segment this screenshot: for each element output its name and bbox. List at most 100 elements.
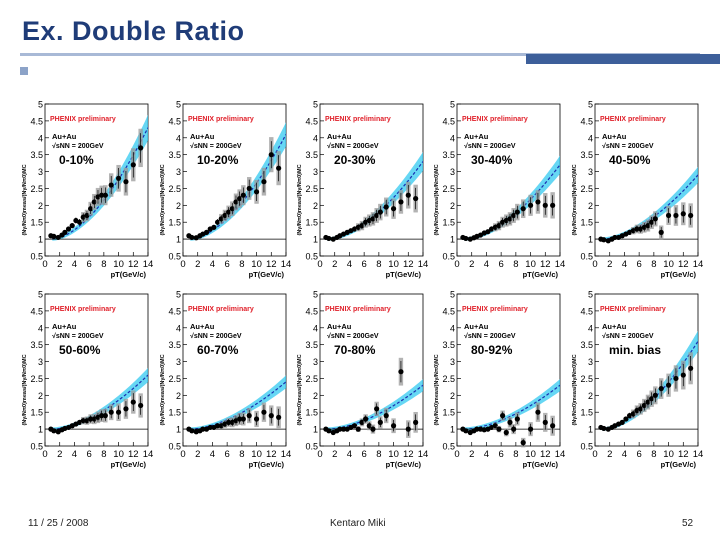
y-tick-label: 1 — [313, 235, 318, 245]
data-point — [619, 419, 625, 425]
data-point — [102, 413, 108, 419]
y-tick-label: 0.5 — [305, 252, 318, 262]
x-tick-label: 12 — [266, 259, 277, 270]
x-axis-label: pT(GeV/c) — [661, 460, 697, 469]
y-tick-label: 1.5 — [442, 408, 455, 418]
experiment-label: PHENIX preliminary — [600, 116, 666, 123]
data-point — [130, 399, 136, 405]
x-tick-label: 14 — [281, 259, 292, 270]
y-tick-label: 3.5 — [168, 150, 181, 160]
y-tick-label: 5 — [313, 100, 318, 110]
y-tick-label: 5 — [313, 290, 318, 300]
y-tick-label: 0.5 — [580, 252, 593, 262]
data-point — [203, 229, 210, 235]
y-tick-label: 4.5 — [580, 306, 593, 316]
data-point — [62, 229, 68, 235]
y-tick-label: 1.5 — [168, 218, 181, 228]
x-tick-label: 12 — [266, 449, 277, 460]
chart-panel-9: 0 2 4 6 8 10 12 140.511.522.533.544.55pT(GeV/c)… — [434, 290, 565, 470]
y-tick-label: 3.5 — [305, 340, 318, 350]
y-tick-label: 4.5 — [30, 306, 43, 316]
y-tick-label: 2 — [588, 391, 593, 401]
y-tick-label: 2 — [313, 201, 318, 211]
title-underline — [20, 53, 700, 56]
y-tick-label: 4.5 — [305, 116, 318, 126]
y-axis-label: (Nγ/Nπ0)meas/(Nγ/Nπ0)MC — [434, 164, 440, 235]
energy-label: √sNN = 200GeV — [52, 332, 104, 340]
y-tick-label: 2.5 — [580, 184, 593, 194]
data-point — [405, 192, 411, 198]
y-tick-label: 3.5 — [168, 340, 181, 350]
data-point — [246, 413, 252, 419]
x-tick-label: 10 — [663, 259, 674, 270]
y-tick-label: 4 — [313, 133, 318, 143]
data-point — [214, 219, 221, 225]
data-point — [665, 212, 672, 219]
data-point — [276, 414, 282, 420]
data-point — [658, 385, 664, 392]
data-point — [413, 419, 419, 425]
x-tick-label: 6 — [224, 449, 229, 460]
y-tick-label: 5 — [450, 290, 455, 300]
y-tick-label: 5 — [588, 100, 593, 110]
x-tick-label: 8 — [376, 259, 381, 270]
y-tick-label: 2 — [176, 391, 181, 401]
y-axis-label: (Nγ/Nπ0)meas/(Nγ/Nπ0)MC — [572, 164, 578, 235]
x-tick-label: 14 — [143, 449, 154, 460]
data-point — [351, 423, 358, 429]
x-tick-label: 12 — [403, 449, 414, 460]
x-tick-label: 0 — [454, 449, 459, 460]
data-point — [246, 185, 252, 192]
data-point — [268, 152, 274, 158]
data-point — [189, 234, 195, 241]
x-tick-label: 10 — [113, 449, 124, 460]
y-tick-label: 3 — [38, 357, 43, 367]
x-tick-label: 2 — [332, 449, 337, 460]
experiment-label: PHENIX preliminary — [462, 116, 528, 123]
data-point — [69, 223, 75, 229]
y-tick-label: 2.5 — [305, 374, 318, 384]
y-tick-label: 3.5 — [580, 340, 593, 350]
y-tick-label: 4.5 — [442, 306, 455, 316]
plot-frame — [44, 293, 149, 447]
experiment-label: PHENIX preliminary — [325, 116, 391, 123]
x-tick-label: 6 — [636, 259, 641, 270]
chart-panel-8: 0 2 4 6 8 10 12 140.511.522.533.544.55pT(GeV/c)… — [297, 290, 428, 470]
y-tick-label: 3 — [588, 167, 593, 177]
data-point — [601, 425, 607, 432]
x-tick-label: 0 — [180, 449, 185, 460]
data-point — [226, 419, 232, 425]
data-point — [542, 419, 548, 425]
data-point — [99, 413, 105, 419]
data-point — [91, 199, 97, 205]
data-point — [623, 416, 629, 422]
y-tick-label: 1 — [176, 235, 181, 245]
y-tick-label: 4 — [38, 133, 43, 143]
x-tick-label: 10 — [388, 259, 399, 270]
chart-panel-5: 0 2 4 6 8 10 12 140.511.522.533.544.55pT(GeV/c)… — [572, 100, 703, 280]
x-tick-label: 12 — [678, 259, 689, 270]
data-point — [630, 411, 636, 417]
data-point — [474, 426, 480, 432]
x-tick-label: 6 — [361, 449, 366, 460]
data-point — [527, 202, 534, 208]
y-tick-label: 2 — [313, 391, 318, 401]
data-point — [492, 423, 498, 429]
centrality-label: 40-50% — [609, 153, 651, 167]
data-point — [138, 402, 144, 409]
y-tick-label: 3 — [176, 167, 181, 177]
data-point — [65, 226, 72, 232]
y-tick-label: 1.5 — [305, 408, 318, 418]
x-tick-label: 10 — [525, 449, 536, 460]
y-tick-label: 1 — [38, 235, 43, 245]
x-tick-label: 6 — [636, 449, 641, 460]
data-point — [638, 406, 644, 412]
x-tick-label: 4 — [210, 259, 215, 270]
experiment-label: PHENIX preliminary — [600, 306, 666, 313]
data-point — [108, 409, 114, 415]
data-point — [665, 382, 672, 388]
data-point — [200, 426, 206, 432]
y-tick-label: 3.5 — [30, 150, 43, 160]
experiment-label: PHENIX preliminary — [50, 306, 116, 313]
data-point — [507, 419, 513, 425]
